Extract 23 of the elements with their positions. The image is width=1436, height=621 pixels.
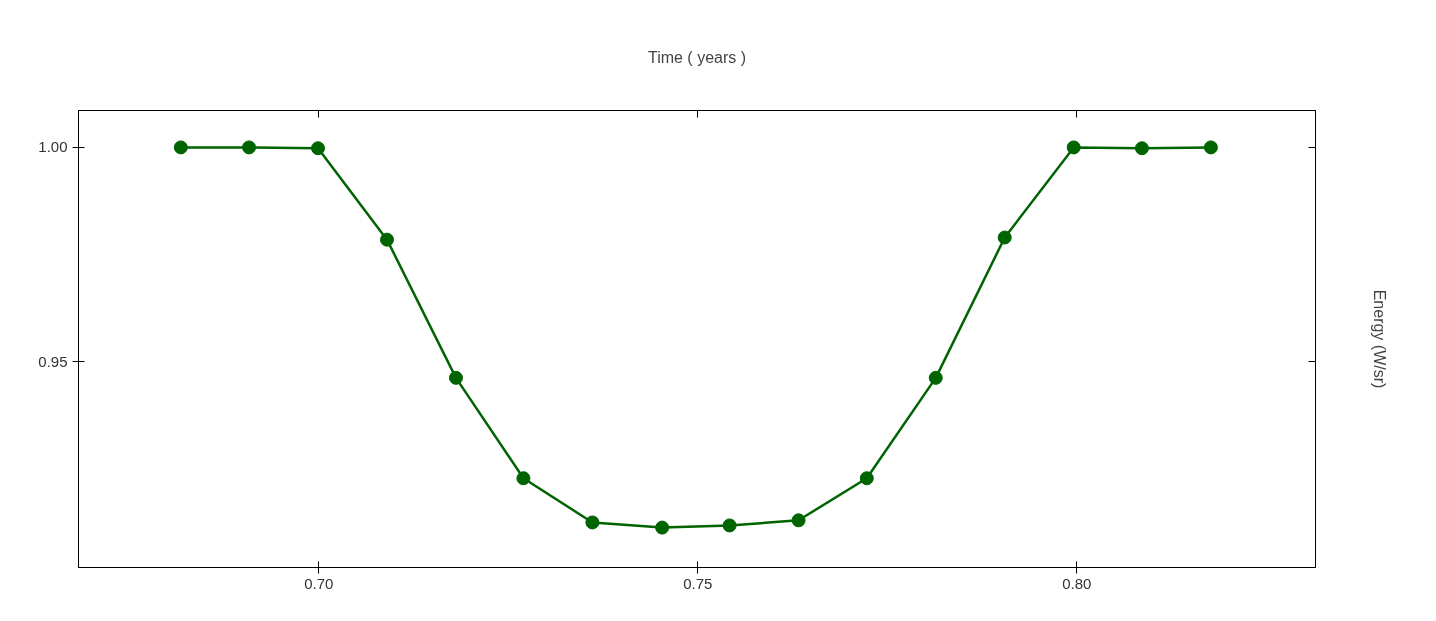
point [859,471,874,486]
point [173,140,188,155]
y-tick-label: 1.00 [38,138,68,156]
point [1203,140,1218,155]
point [1134,141,1149,156]
y-tick-label: 0.95 [38,352,68,370]
y-axis-title: Energy (W/sr) [1370,289,1388,389]
point [516,471,531,486]
point [655,520,670,535]
point [722,518,737,533]
x-axis-title: Time ( years ) [647,48,747,66]
point [1066,140,1081,155]
point [379,232,394,247]
point [448,370,463,385]
point [997,230,1012,245]
x-tick-label: 0.75 [683,574,713,592]
point [928,370,943,385]
x-tick-label: 0.70 [304,574,334,592]
point [311,141,326,156]
point [585,515,600,530]
x-tick-label: 0.80 [1062,574,1092,592]
point [791,513,806,528]
point [242,140,257,155]
